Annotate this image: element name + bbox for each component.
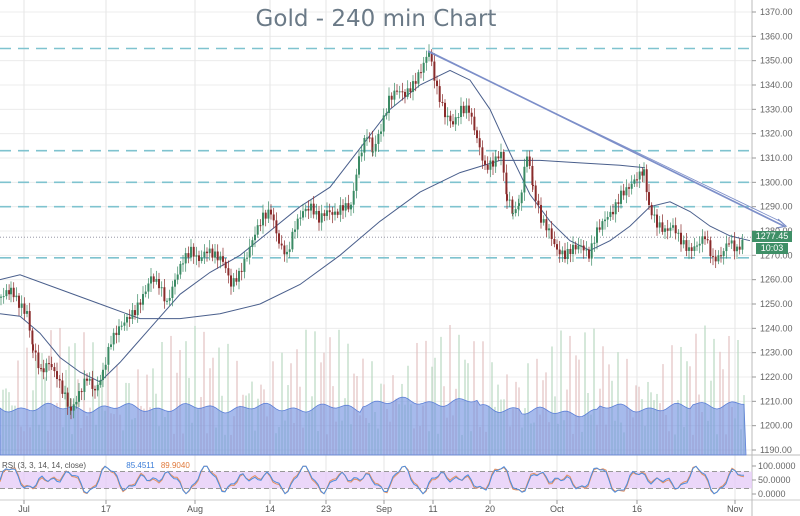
svg-text:1310.00: 1310.00 bbox=[760, 153, 793, 163]
svg-text:1220.00: 1220.00 bbox=[760, 372, 793, 382]
svg-text:1240.00: 1240.00 bbox=[760, 323, 793, 333]
svg-text:100.0000: 100.0000 bbox=[758, 461, 796, 471]
svg-text:1230.00: 1230.00 bbox=[760, 348, 793, 358]
svg-text:1190.00: 1190.00 bbox=[760, 445, 792, 455]
moving-averages bbox=[0, 69, 751, 383]
svg-text:50.0000: 50.0000 bbox=[758, 475, 791, 485]
svg-text:1260.00: 1260.00 bbox=[760, 275, 793, 285]
rsi-panel bbox=[0, 465, 752, 495]
svg-text:14: 14 bbox=[265, 504, 275, 514]
svg-text:1340.00: 1340.00 bbox=[760, 80, 793, 90]
candlestick-series bbox=[0, 44, 744, 420]
current-price-tag: 1277.45 bbox=[752, 231, 792, 242]
svg-text:Sep: Sep bbox=[376, 504, 392, 514]
svg-text:23: 23 bbox=[321, 504, 331, 514]
svg-text:Aug: Aug bbox=[187, 504, 203, 514]
volume-histogram bbox=[0, 325, 747, 456]
svg-text:1290.00: 1290.00 bbox=[760, 202, 793, 212]
svg-text:1370.00: 1370.00 bbox=[760, 7, 793, 17]
svg-text:1320.00: 1320.00 bbox=[760, 129, 793, 139]
svg-text:Nov: Nov bbox=[727, 504, 744, 514]
rsi-legend: RSI (3, 3, 14, 14, close) 85.4511 89.904… bbox=[2, 461, 190, 470]
rsi-indicator-label[interactable]: RSI (3, 3, 14, 14, close) bbox=[2, 461, 87, 470]
svg-text:1300.00: 1300.00 bbox=[760, 177, 793, 187]
svg-text:1200.00: 1200.00 bbox=[760, 421, 793, 431]
svg-text:1210.00: 1210.00 bbox=[760, 396, 793, 406]
rsi-d-value: 89.9040 bbox=[160, 461, 190, 470]
svg-text:16: 16 bbox=[632, 504, 642, 514]
svg-text:1270.00: 1270.00 bbox=[760, 250, 793, 260]
svg-text:17: 17 bbox=[101, 504, 111, 514]
svg-text:20: 20 bbox=[485, 504, 495, 514]
svg-text:1350.00: 1350.00 bbox=[760, 56, 793, 66]
svg-text:11: 11 bbox=[428, 504, 437, 514]
svg-text:1330.00: 1330.00 bbox=[760, 104, 793, 114]
svg-text:0.0000: 0.0000 bbox=[758, 489, 786, 499]
trendline[interactable] bbox=[427, 50, 788, 229]
rsi-k-value: 85.4511 bbox=[126, 461, 155, 470]
bar-countdown-tag: 10:03 bbox=[756, 243, 788, 254]
svg-text:Oct: Oct bbox=[550, 504, 565, 514]
svg-text:1360.00: 1360.00 bbox=[760, 31, 793, 41]
svg-text:Jul: Jul bbox=[18, 504, 30, 514]
svg-text:1250.00: 1250.00 bbox=[760, 299, 793, 309]
